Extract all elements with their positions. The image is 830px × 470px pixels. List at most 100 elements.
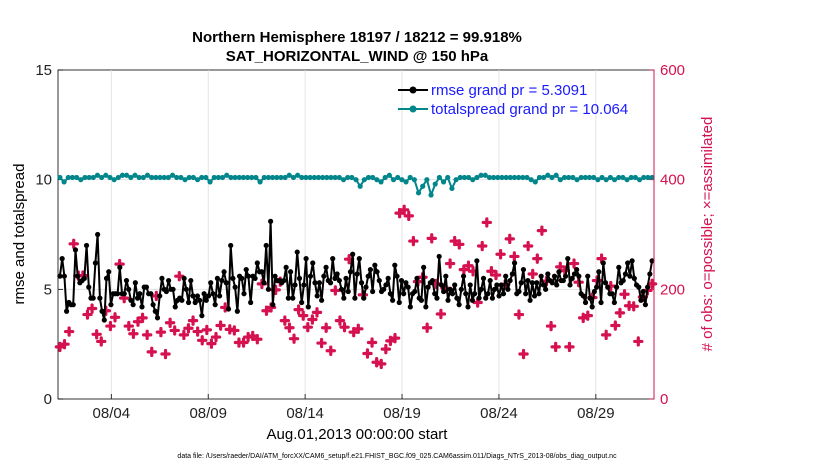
totalspread-point [628, 174, 634, 181]
totalspread-point [624, 177, 630, 183]
totalspread-point [566, 174, 572, 181]
rmse-point [283, 264, 289, 270]
totalspread-point [399, 177, 405, 183]
rmse-point [294, 249, 300, 255]
obs-assimilated-marker [293, 304, 304, 315]
totalspread-point [382, 174, 388, 181]
totalspread-point [649, 174, 655, 181]
obs-assimilated-marker [513, 309, 525, 320]
totalspread-point [315, 174, 322, 181]
obs-assimilated-marker [568, 258, 580, 269]
rmse-point [398, 277, 405, 284]
obs-assimilated-marker [509, 251, 520, 262]
totalspread-point [215, 174, 221, 181]
totalspread-point [349, 174, 355, 181]
totalspread-point [357, 183, 363, 189]
rmse-point [81, 275, 87, 281]
rmse-point [640, 288, 646, 295]
obs-assimilated-marker [532, 253, 543, 264]
totalspread-point [445, 174, 451, 181]
rmse-point [310, 260, 316, 266]
obs-assimilated-marker [564, 341, 575, 353]
rmse-point [507, 277, 513, 284]
x-axis-label: Aug.01,2013 00:00:00 start [267, 426, 449, 443]
rmse-point [452, 282, 458, 288]
data-file-footer: data file: /Users/raeder/DAI/ATM_forcXX/… [177, 453, 617, 460]
rmse-point [203, 297, 209, 303]
totalspread-point [124, 172, 130, 178]
rmse-point [296, 275, 303, 281]
rmse-point [569, 275, 575, 281]
totalspread-point [390, 177, 397, 183]
rmse-point [567, 282, 573, 288]
totalspread-point [174, 174, 180, 181]
obs-assimilated-marker [86, 303, 98, 314]
rmse-point [241, 291, 247, 297]
obs-assimilated-marker [164, 317, 176, 328]
rmse-point [376, 277, 382, 284]
obs-assimilated-marker [555, 261, 566, 273]
totalspread-point [532, 179, 538, 185]
rmse-point [103, 275, 110, 281]
rmse-point [132, 280, 138, 286]
totalspread-point [240, 174, 247, 181]
rmse-point [285, 295, 291, 301]
rmse-point [83, 242, 90, 249]
totalspread-point [157, 174, 163, 181]
rmse-point [212, 302, 218, 308]
totalspread-point [165, 174, 171, 181]
obs-assimilated-marker [210, 331, 222, 343]
rmse-point [602, 280, 609, 286]
totalspread-point [253, 174, 259, 181]
totalspread-point [574, 177, 580, 183]
totalspread-point [365, 174, 372, 181]
rmse-point [225, 306, 232, 312]
rmse-point [194, 293, 201, 299]
obs-assimilated-marker [311, 307, 323, 318]
rmse-point [332, 275, 338, 281]
rmse-point [341, 295, 347, 301]
rmse-point [365, 273, 371, 279]
obs-assimilated-marker [298, 310, 309, 321]
rmse-point [358, 280, 365, 286]
rmse-point [299, 299, 305, 306]
x-tick-label: 08/04 [93, 405, 131, 422]
rmse-point [303, 256, 309, 262]
rmse-point [361, 295, 367, 301]
rmse-point [243, 266, 249, 273]
rmse-point [307, 273, 314, 279]
totalspread-point [599, 174, 605, 181]
obs-assimilated-marker [550, 341, 561, 353]
rmse-point [183, 286, 189, 292]
obs-assimilated-marker [527, 268, 538, 280]
obs-assimilated-marker [421, 322, 433, 333]
rmse-point [611, 299, 617, 306]
rmse-point [580, 293, 586, 299]
rmse-point [154, 315, 161, 321]
totalspread-point [491, 174, 497, 181]
rmse-point [511, 260, 518, 266]
rmse-point [336, 277, 342, 284]
rmse-point [245, 273, 252, 279]
totalspread-point [303, 174, 309, 181]
totalspread-point [607, 174, 613, 181]
rmse-point [432, 291, 438, 297]
obs-assimilated-marker [408, 235, 419, 247]
rmse-point [148, 291, 154, 297]
rmse-point [106, 269, 112, 275]
rmse-point [565, 256, 571, 262]
rmse-point [556, 269, 562, 275]
rmse-point [130, 302, 136, 308]
totalspread-point [153, 174, 159, 181]
rmse-point [636, 284, 642, 290]
rmse-point [90, 295, 96, 301]
totalspread-point [211, 174, 217, 181]
x-tick-label: 08/29 [577, 405, 615, 422]
totalspread-point [290, 174, 297, 181]
totalspread-point [74, 174, 80, 181]
totalspread-point [282, 174, 288, 181]
rmse-point [474, 258, 480, 264]
totalspread-point [645, 174, 651, 181]
rmse-point [343, 275, 349, 281]
